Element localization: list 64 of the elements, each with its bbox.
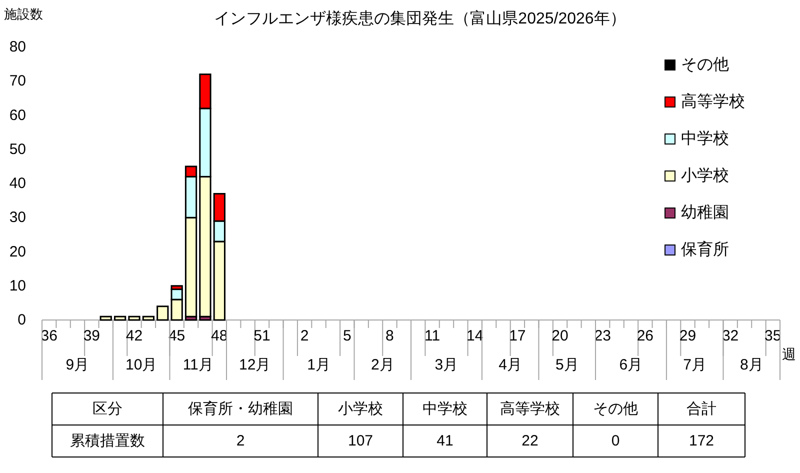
text: 中学校	[422, 400, 468, 418]
text: 8月	[740, 356, 764, 374]
x-tick-label: 8	[386, 328, 394, 344]
text: 4月	[498, 356, 522, 374]
text: 9月	[66, 356, 90, 374]
text: 3月	[434, 356, 458, 374]
y-tick-label: 20	[9, 243, 26, 260]
y-tick-label: 40	[9, 175, 26, 192]
legend-label: 中学校	[681, 130, 729, 148]
text: 10月	[126, 356, 158, 374]
text: 1月	[307, 356, 330, 374]
y-axis-title: 施設数	[4, 6, 43, 22]
text: 高等学校	[500, 400, 560, 418]
text: 7月	[683, 356, 707, 374]
text: 22	[522, 432, 538, 450]
x-tick-label: 14	[466, 328, 484, 344]
text: 合計	[686, 400, 716, 418]
text: 11月	[182, 356, 214, 374]
x-tick-label: 20	[552, 328, 568, 344]
y-tick-label: 30	[9, 209, 26, 226]
y-tick-label: 50	[9, 140, 26, 158]
x-tick-label: 39	[83, 328, 100, 344]
text: 2	[236, 432, 245, 450]
text: その他	[593, 400, 638, 418]
text: 12月	[239, 356, 271, 374]
text: 0	[611, 432, 620, 450]
x-tick-label: 26	[636, 328, 654, 344]
x-tick-label: 51	[254, 328, 270, 344]
y-tick-label: 0	[18, 312, 26, 328]
y-tick-label: 80	[9, 38, 26, 56]
text: 41	[436, 432, 454, 450]
text: 2月	[370, 356, 394, 374]
x-tick-label: 45	[168, 328, 186, 344]
bar	[142, 316, 155, 321]
x-tick-label: 42	[126, 328, 143, 344]
bar	[100, 316, 112, 321]
legend-label: 小学校	[681, 166, 729, 184]
bar	[114, 316, 126, 321]
x-tick-label: 29	[679, 328, 696, 344]
text: 172	[688, 432, 714, 450]
bar	[128, 316, 140, 321]
text: 107	[348, 432, 374, 450]
legend-label: 高等学校	[681, 92, 745, 110]
y-tick-label: 10	[9, 277, 26, 294]
y-tick-label: 60	[9, 106, 26, 124]
text: 区分	[92, 400, 122, 418]
x-tick-label: 11	[424, 328, 440, 344]
x-axis-title: 週	[782, 346, 796, 362]
chart-title: インフルエンザ様疾患の集団発生（富山県2025/2026年）	[214, 10, 626, 28]
legend-label: 保育所	[681, 240, 729, 258]
x-tick-label: 17	[509, 328, 526, 344]
y-tick-label: 70	[9, 72, 26, 90]
text: 小学校	[338, 400, 383, 418]
legend-label: 幼稚園	[681, 204, 729, 222]
bar	[156, 306, 169, 321]
text: 累積措置数	[70, 432, 145, 450]
text: 保育所・幼稚園	[188, 400, 293, 418]
x-tick-label: 32	[722, 328, 739, 344]
text: 6月	[619, 356, 643, 374]
text: 5月	[555, 356, 579, 374]
x-tick-label: 36	[40, 328, 58, 344]
x-tick-label: 2	[300, 328, 309, 344]
legend-label: その他	[681, 56, 729, 74]
x-tick-label: 5	[342, 328, 352, 344]
